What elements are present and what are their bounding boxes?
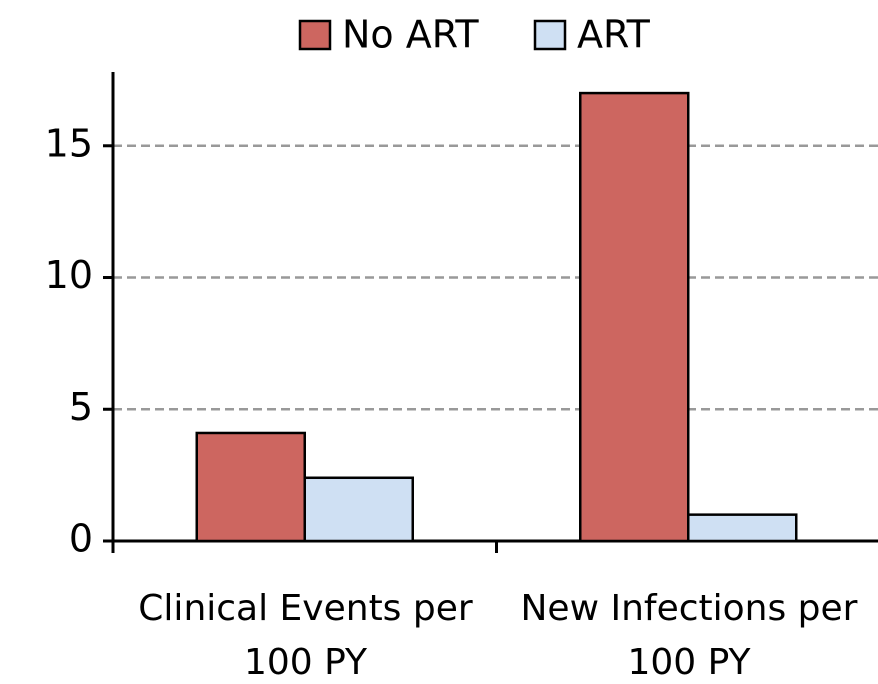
y-tick-label: 5 <box>69 385 93 429</box>
x-tick-label: New Infections per 100 PY <box>520 588 858 683</box>
y-tick-label: 0 <box>69 517 93 561</box>
bar <box>579 91 690 543</box>
x-tick-label: Clinical Events per 100 PY <box>138 588 473 683</box>
bar <box>687 513 798 543</box>
legend-label: ART <box>577 13 651 57</box>
bar <box>303 476 414 543</box>
legend-swatch <box>298 19 332 51</box>
y-tick-label: 15 <box>45 121 93 165</box>
bar <box>195 431 306 543</box>
legend-swatch <box>533 19 567 51</box>
legend-label: No ART <box>342 13 479 57</box>
y-tick-label: 10 <box>45 253 93 297</box>
